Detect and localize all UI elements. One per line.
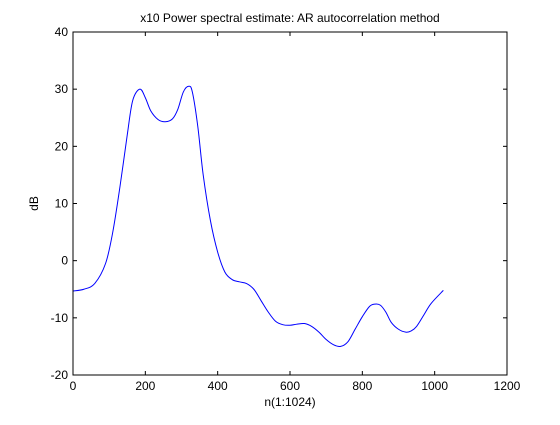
plot-area (73, 32, 507, 375)
x-tick-label-400: 400 (208, 379, 228, 393)
y-tick-label--20: -20 (51, 368, 69, 382)
x-tick-label-200: 200 (135, 379, 155, 393)
y-tick-label-10: 10 (55, 197, 69, 211)
y-tick-label-30: 30 (55, 82, 69, 96)
series-line (73, 85, 444, 348)
x-axis-label: n(1:1024) (264, 395, 315, 409)
y-tick-label--10: -10 (51, 311, 69, 325)
y-axis-label: dB (27, 196, 41, 211)
x-tick-label-1200: 1200 (494, 379, 521, 393)
y-tick-label-0: 0 (61, 254, 68, 268)
ticks-layer: 0 200 400 600 800 1000 1200 -20 -10 0 10 20 30 40 (51, 25, 521, 393)
x-tick-label-600: 600 (280, 379, 300, 393)
plot-frame (72, 31, 508, 376)
y-tick-label-40: 40 (55, 25, 69, 39)
y-tick-label-20: 20 (55, 139, 69, 153)
chart-title: x10 Power spectral estimate: AR autocorr… (140, 11, 439, 25)
x-tick-label-0: 0 (70, 379, 77, 393)
x-tick-label-1000: 1000 (421, 379, 448, 393)
x-tick-label-800: 800 (352, 379, 372, 393)
